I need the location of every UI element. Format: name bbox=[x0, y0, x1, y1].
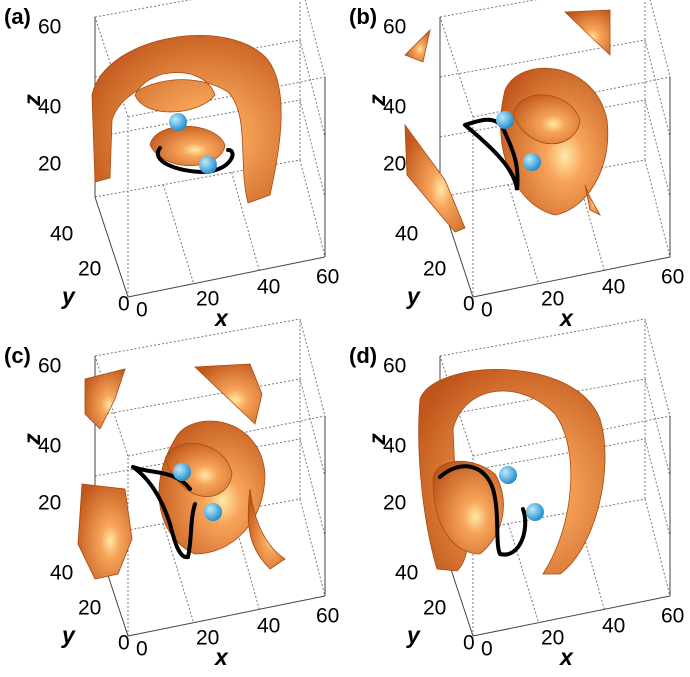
box-edge bbox=[95, 197, 128, 297]
y-tick-label: 40 bbox=[50, 223, 73, 246]
y-axis-label: y bbox=[406, 622, 421, 648]
sphere bbox=[199, 156, 217, 174]
box-edge bbox=[440, 319, 645, 356]
y-tick-label: 20 bbox=[423, 597, 446, 620]
sphere bbox=[526, 503, 544, 521]
box-edge bbox=[300, 100, 325, 197]
x-tick-label: 40 bbox=[602, 615, 625, 638]
z-tick-label: 60 bbox=[383, 355, 406, 378]
sphere bbox=[173, 463, 191, 481]
x-tick-label: 40 bbox=[257, 615, 280, 638]
x-tick-label: 0 bbox=[136, 299, 148, 322]
box-edge bbox=[440, 0, 645, 17]
isosurface bbox=[565, 10, 610, 55]
box-edge bbox=[645, 160, 670, 257]
sphere bbox=[204, 503, 222, 521]
z-axis-label: z bbox=[364, 94, 390, 107]
box-edge bbox=[300, 319, 325, 416]
y-tick-label: 40 bbox=[50, 562, 73, 585]
z-tick-label: 20 bbox=[38, 153, 61, 176]
box-edge bbox=[300, 499, 325, 596]
x-axis-label: x bbox=[213, 644, 229, 670]
z-axis-label: z bbox=[19, 94, 45, 107]
y-tick-label: 0 bbox=[463, 293, 475, 316]
figure: (a)204060020400204060zyx(b)2040600204002… bbox=[0, 0, 690, 677]
box-edge bbox=[440, 17, 473, 117]
panel-label: (c) bbox=[4, 343, 31, 368]
box-edge bbox=[645, 0, 670, 77]
y-axis-label: y bbox=[61, 622, 76, 648]
x-tick-label: 60 bbox=[661, 266, 684, 289]
z-tick-label: 60 bbox=[38, 16, 61, 39]
y-tick-label: 0 bbox=[118, 632, 130, 655]
x-tick-label: 60 bbox=[316, 266, 339, 289]
y-tick-label: 0 bbox=[118, 293, 130, 316]
box-edge bbox=[645, 439, 670, 536]
x-tick-label: 60 bbox=[661, 605, 684, 628]
x-axis-label: x bbox=[213, 305, 229, 331]
x-axis-label: x bbox=[558, 305, 574, 331]
x-tick-label: 40 bbox=[602, 276, 625, 299]
x-tick-label: 0 bbox=[481, 299, 493, 322]
panel-label: (a) bbox=[4, 4, 31, 29]
box-edge bbox=[645, 100, 670, 197]
panel-label: (b) bbox=[349, 4, 377, 29]
box-edge bbox=[300, 40, 325, 137]
box-edge bbox=[645, 40, 670, 137]
y-axis-label: y bbox=[406, 283, 421, 309]
y-axis-label: y bbox=[61, 283, 76, 309]
sphere bbox=[169, 113, 187, 131]
isosurface bbox=[195, 364, 262, 424]
x-tick-label: 60 bbox=[316, 605, 339, 628]
sphere bbox=[523, 153, 541, 171]
y-tick-label: 20 bbox=[423, 258, 446, 281]
sphere bbox=[499, 466, 517, 484]
z-axis-label: z bbox=[19, 433, 45, 446]
box-edge bbox=[645, 499, 670, 596]
z-tick-label: 60 bbox=[38, 355, 61, 378]
box-edge bbox=[300, 379, 325, 476]
box-edge bbox=[128, 257, 325, 297]
box-edge bbox=[300, 160, 325, 257]
y-tick-label: 20 bbox=[78, 258, 101, 281]
box-edge bbox=[128, 596, 325, 636]
box-edge bbox=[95, 319, 300, 356]
isosurface bbox=[405, 125, 465, 232]
box-edge bbox=[473, 257, 670, 297]
isosurface bbox=[92, 35, 281, 203]
box-edge bbox=[645, 319, 670, 416]
y-tick-label: 40 bbox=[395, 223, 418, 246]
isosurface bbox=[405, 30, 430, 62]
panel-label: (d) bbox=[349, 343, 377, 368]
z-tick-label: 20 bbox=[38, 492, 61, 515]
x-tick-label: 0 bbox=[481, 638, 493, 661]
x-tick-label: 0 bbox=[136, 638, 148, 661]
isosurface bbox=[85, 369, 125, 429]
box-edge bbox=[473, 596, 670, 636]
z-tick-label: 60 bbox=[383, 16, 406, 39]
y-tick-label: 0 bbox=[463, 632, 475, 655]
z-tick-label: 20 bbox=[383, 153, 406, 176]
z-tick-label: 20 bbox=[383, 492, 406, 515]
box-edge bbox=[645, 379, 670, 476]
box-edge bbox=[300, 439, 325, 536]
x-tick-label: 40 bbox=[257, 276, 280, 299]
y-tick-label: 20 bbox=[78, 597, 101, 620]
x-axis-label: x bbox=[558, 644, 574, 670]
box-edge bbox=[95, 0, 300, 17]
box-edge bbox=[300, 0, 325, 77]
isosurface bbox=[78, 484, 132, 579]
z-axis-label: z bbox=[364, 433, 390, 446]
y-tick-label: 40 bbox=[395, 562, 418, 585]
box-edge bbox=[95, 379, 300, 416]
sphere bbox=[496, 111, 514, 129]
box-edge bbox=[163, 185, 193, 284]
